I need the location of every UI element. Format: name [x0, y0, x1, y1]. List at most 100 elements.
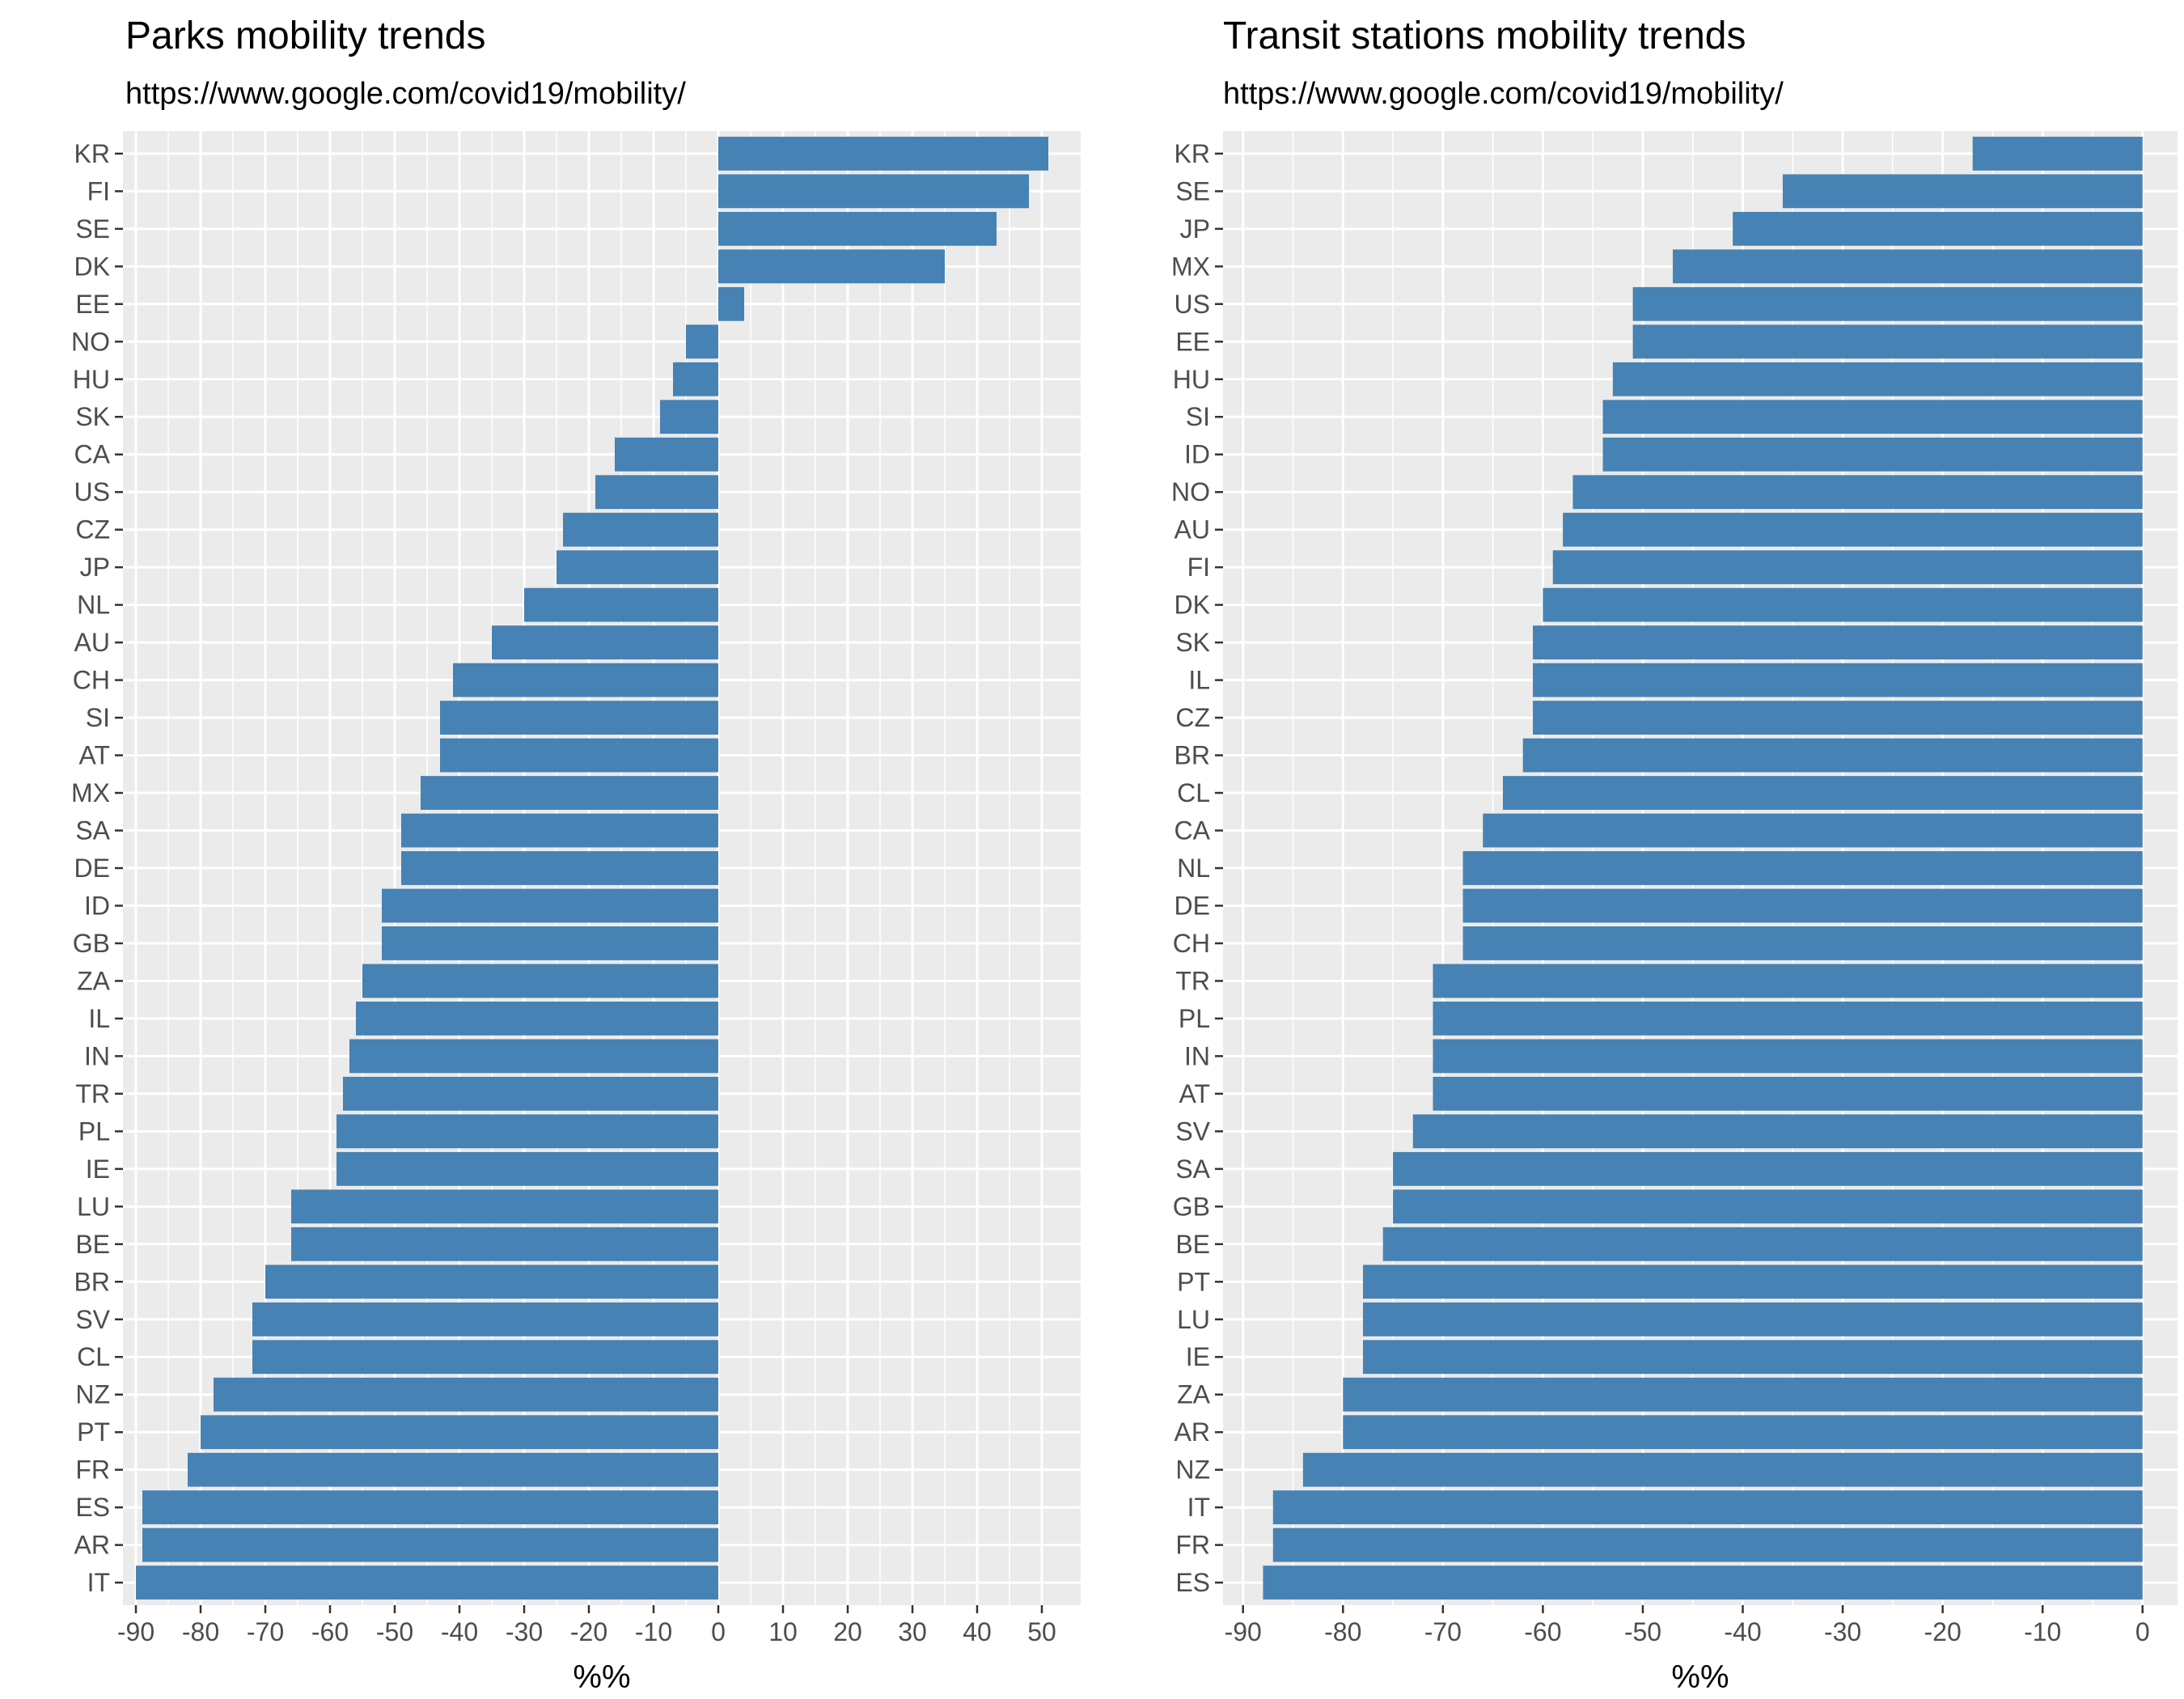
y-tick-label: FI: [1187, 553, 1210, 582]
bar-BR: [265, 1265, 718, 1299]
y-tick-label: JP: [80, 553, 110, 582]
y-tick-label: GB: [1173, 1192, 1210, 1221]
y-tick-label: AU: [74, 628, 110, 657]
y-tick-label: IE: [86, 1155, 110, 1184]
bar-IL: [1533, 663, 2143, 697]
x-tick-label: -90: [1225, 1617, 1262, 1646]
bar-IN: [349, 1039, 718, 1074]
bar-KR: [718, 136, 1048, 171]
y-tick-label: CZ: [1175, 703, 1210, 732]
y-tick-label: EE: [1175, 327, 1210, 356]
y-tick-label: ES: [1175, 1568, 1210, 1597]
y-tick-label: PT: [1177, 1267, 1210, 1296]
chart-title: Transit stations mobility trends: [1223, 15, 1746, 57]
x-tick-label: -40: [441, 1617, 478, 1646]
x-tick-label: 50: [1027, 1617, 1056, 1646]
bar-TR: [1433, 964, 2143, 998]
y-tick-label: DE: [74, 854, 110, 883]
y-tick-label: CL: [77, 1342, 110, 1371]
y-tick-label: SK: [1175, 628, 1210, 657]
x-tick-label: -80: [182, 1617, 219, 1646]
x-tick-label: -50: [1624, 1617, 1661, 1646]
bar-PL: [336, 1114, 718, 1149]
bar-ES: [1263, 1566, 2143, 1600]
y-tick-label: SA: [1175, 1155, 1210, 1184]
x-tick-label: -20: [1924, 1617, 1962, 1646]
y-tick-label: ID: [1184, 440, 1210, 469]
bar-SK: [660, 400, 718, 434]
bar-SA: [401, 813, 718, 848]
bar-TR: [343, 1076, 718, 1111]
y-tick-label: MX: [71, 778, 110, 807]
y-tick-label: ID: [84, 891, 110, 920]
bar-IT: [136, 1566, 718, 1600]
bar-ID: [1602, 437, 2143, 472]
bar-IT: [1272, 1490, 2143, 1525]
bar-JP: [1733, 211, 2143, 246]
bar-IL: [356, 1002, 718, 1036]
bar-BE: [291, 1227, 718, 1261]
x-axis-title: %%: [573, 1659, 630, 1695]
y-tick-label: DE: [1175, 891, 1210, 920]
bar-PT: [201, 1415, 718, 1450]
bar-NZ: [214, 1377, 718, 1412]
x-tick-label: 40: [963, 1617, 992, 1646]
bar-AU: [1563, 512, 2143, 547]
bar-IE: [1362, 1340, 2143, 1375]
y-tick-label: AR: [74, 1531, 110, 1560]
y-tick-label: US: [1175, 290, 1210, 319]
y-tick-label: PT: [77, 1417, 110, 1447]
bar-LU: [291, 1189, 718, 1224]
y-tick-label: DK: [74, 252, 110, 281]
y-tick-label: NL: [1177, 854, 1210, 883]
x-tick-label: -60: [311, 1617, 349, 1646]
y-tick-label: NO: [71, 327, 110, 356]
y-tick-label: CZ: [75, 515, 110, 544]
x-tick-label: 10: [768, 1617, 798, 1646]
y-tick-label: CH: [1173, 929, 1210, 958]
x-tick-label: 30: [898, 1617, 927, 1646]
x-axis-title: %%: [1671, 1659, 1729, 1695]
y-tick-label: SV: [75, 1305, 110, 1334]
y-tick-label: BR: [1175, 741, 1210, 770]
x-tick-label: 0: [2135, 1617, 2150, 1646]
y-tick-label: ZA: [1177, 1380, 1211, 1409]
x-tick-label: 0: [711, 1617, 726, 1646]
chart-panel-2: Transit stations mobility trends https://…: [1171, 15, 2178, 1695]
bar-FR: [1272, 1527, 2143, 1562]
y-tick-label: IL: [88, 1004, 110, 1033]
y-tick-label: NZ: [75, 1380, 110, 1409]
bar-PL: [1433, 1002, 2143, 1036]
y-tick-label: IT: [1187, 1493, 1210, 1522]
bar-SI: [440, 701, 718, 735]
bar-CL: [252, 1340, 718, 1375]
bar-AT: [1433, 1076, 2143, 1111]
y-tick-label: SK: [75, 402, 110, 431]
bar-DE: [401, 851, 718, 885]
bar-NL: [524, 587, 718, 622]
y-tick-label: BR: [74, 1267, 110, 1296]
bar-AR: [142, 1527, 718, 1562]
bar-EE: [1632, 324, 2143, 359]
bar-IN: [1433, 1039, 2143, 1074]
y-tick-label: NO: [1171, 477, 1210, 506]
y-tick-label: PL: [78, 1116, 110, 1146]
y-tick-label: TR: [75, 1079, 110, 1108]
y-tick-label: BE: [75, 1230, 110, 1259]
bar-NZ: [1302, 1452, 2143, 1487]
y-tick-label: JP: [1180, 214, 1210, 244]
x-tick-label: 20: [833, 1617, 862, 1646]
y-tick-label: SE: [1175, 176, 1210, 205]
bar-HU: [673, 362, 718, 396]
bar-ES: [142, 1490, 718, 1525]
bar-MX: [421, 776, 718, 810]
y-tick-label: KR: [74, 139, 110, 168]
x-tick-label: -90: [117, 1617, 154, 1646]
y-tick-label: FR: [75, 1455, 110, 1485]
bar-ID: [382, 888, 718, 923]
chart-title: Parks mobility trends: [125, 15, 485, 57]
bar-CZ: [563, 512, 718, 547]
bar-JP: [557, 550, 718, 585]
y-tick-label: LU: [77, 1192, 110, 1221]
